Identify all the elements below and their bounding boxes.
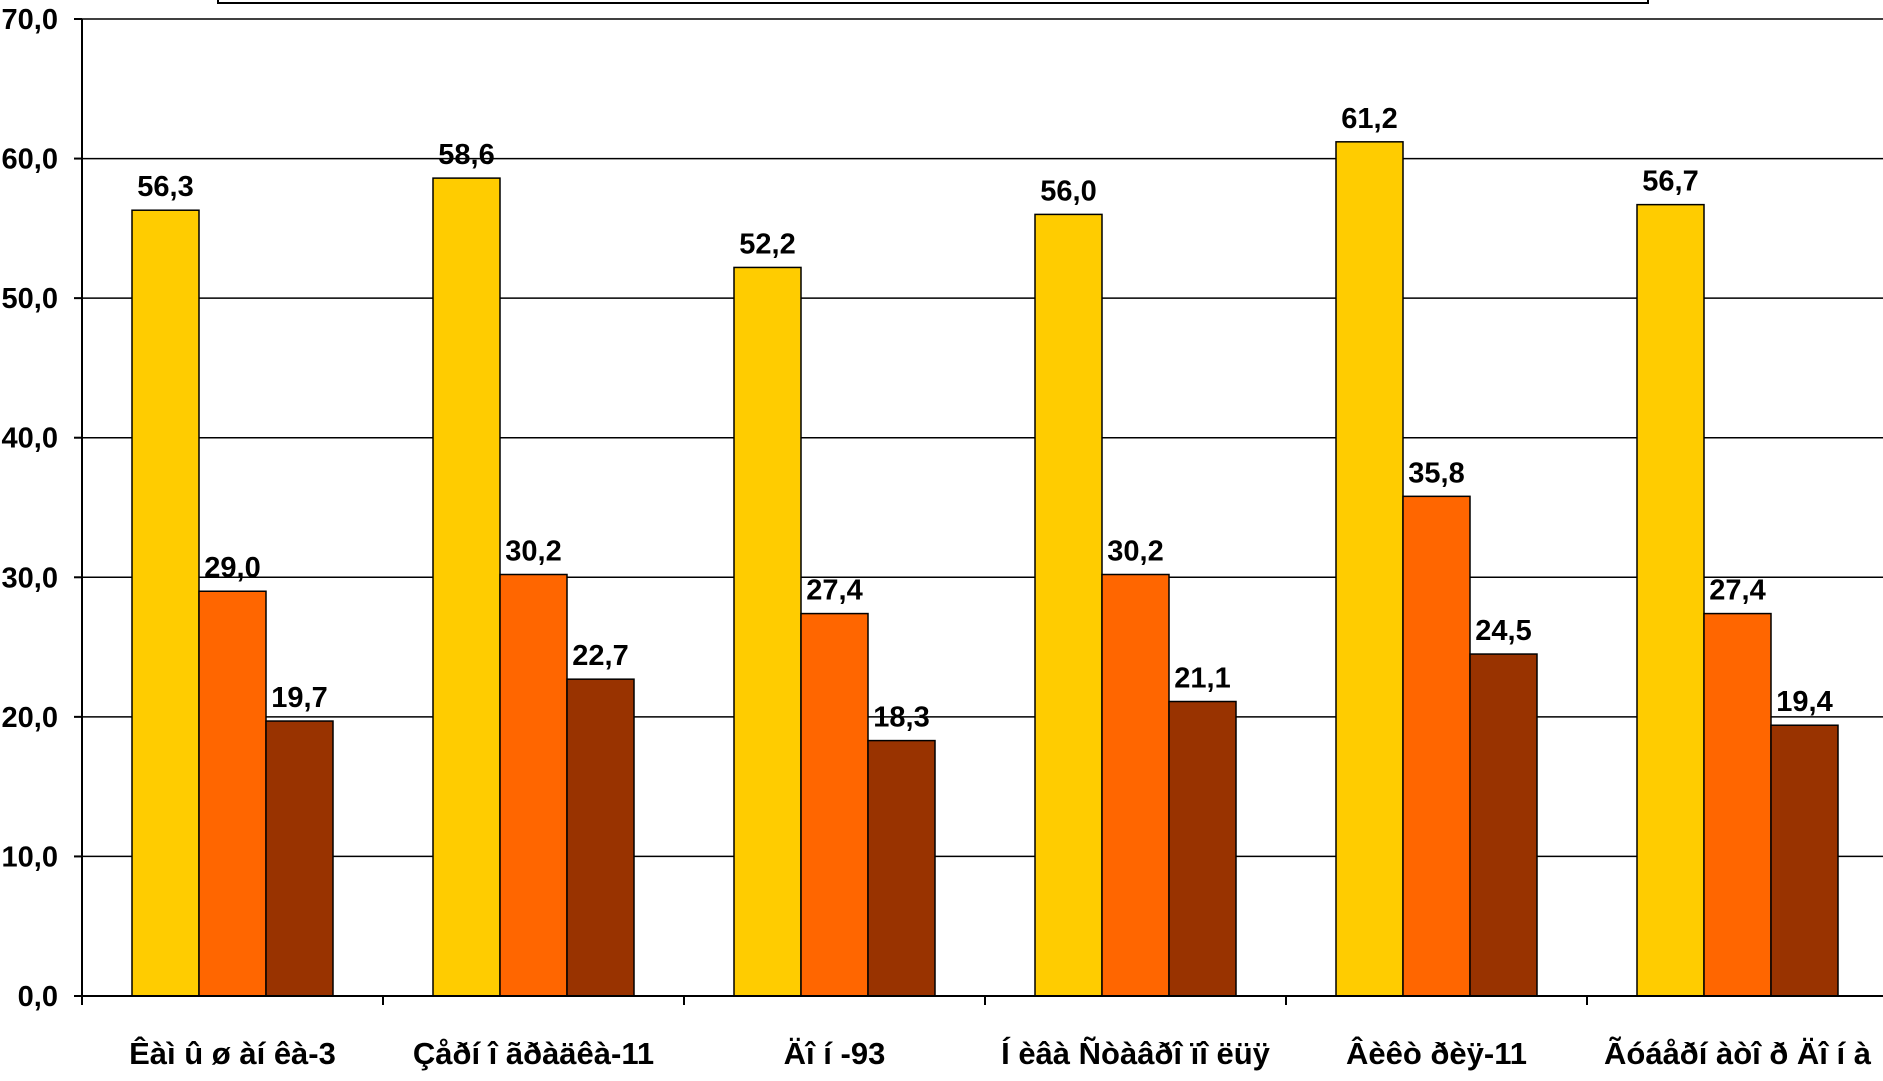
category-label: Âèêò ðèÿ-11 [1346, 1035, 1527, 1071]
bar [733, 266, 802, 997]
bar [1034, 213, 1103, 997]
bar [1469, 653, 1538, 997]
data-label: 21,1 [1174, 663, 1230, 695]
y-tick-label: 0,0 [18, 981, 58, 1013]
bar [265, 720, 334, 997]
data-label: 22,7 [572, 640, 628, 672]
y-tick-label: 40,0 [2, 423, 58, 455]
bar [131, 209, 200, 997]
bar [1101, 573, 1170, 997]
category-label: Êàì û ø àí êà-3 [129, 1035, 336, 1071]
y-tick-label: 10,0 [2, 841, 58, 873]
bar [198, 590, 267, 997]
bar [432, 177, 501, 997]
bar [1335, 141, 1404, 997]
bar [867, 739, 936, 997]
data-label: 30,2 [1107, 535, 1163, 567]
bar [1402, 495, 1471, 997]
data-labels: 56,3 29,0 19,7 58,6 30,2 22,7 52,2 27,4 18,3 56,0… [137, 103, 1832, 734]
category-labels: Êàì û ø àí êà-3 Çåðí î ãðàäêà-11 Äî í -93 Í… [129, 1035, 1872, 1071]
data-label: 27,4 [1709, 575, 1765, 607]
bar [800, 612, 869, 997]
bar [1168, 700, 1237, 997]
category-label: Ãóáåðí àòî ð Äî í à [1604, 1036, 1872, 1071]
bar [566, 678, 635, 997]
bar [1636, 203, 1705, 997]
data-label: 61,2 [1341, 103, 1397, 135]
data-label: 56,7 [1642, 166, 1698, 198]
bar [1770, 724, 1839, 997]
data-label: 56,3 [137, 171, 193, 203]
axes [74, 18, 1883, 1005]
y-tick-label: 60,0 [2, 144, 58, 176]
category-label: Í èâà Ñòàâðî ïî ëüÿ [1001, 1036, 1271, 1071]
data-label: 19,4 [1776, 686, 1832, 718]
y-tick-label: 50,0 [2, 283, 58, 315]
bars [131, 141, 1839, 997]
category-label: Äî í -93 [784, 1036, 886, 1071]
bar [499, 573, 568, 997]
data-label: 27,4 [806, 575, 862, 607]
data-label: 24,5 [1475, 615, 1531, 647]
data-label: 19,7 [271, 682, 327, 714]
y-tick-label: 30,0 [2, 562, 58, 594]
category-label: Çåðí î ãðàäêà-11 [413, 1036, 654, 1071]
y-tick-labels: 0,0 10,0 20,0 30,0 40,0 50,0 60,0 70,0 [2, 4, 58, 1013]
data-label: 35,8 [1408, 457, 1464, 489]
data-label: 52,2 [739, 228, 795, 260]
data-label: 30,2 [505, 535, 561, 567]
data-label: 18,3 [873, 702, 929, 734]
data-label: 58,6 [438, 139, 494, 171]
gridlines [82, 18, 1883, 858]
data-label: 29,0 [204, 552, 260, 584]
data-label: 56,0 [1040, 175, 1096, 207]
legend-box [217, 0, 1649, 4]
y-tick-label: 20,0 [2, 702, 58, 734]
y-tick-label: 70,0 [2, 4, 58, 36]
bar [1703, 612, 1772, 997]
